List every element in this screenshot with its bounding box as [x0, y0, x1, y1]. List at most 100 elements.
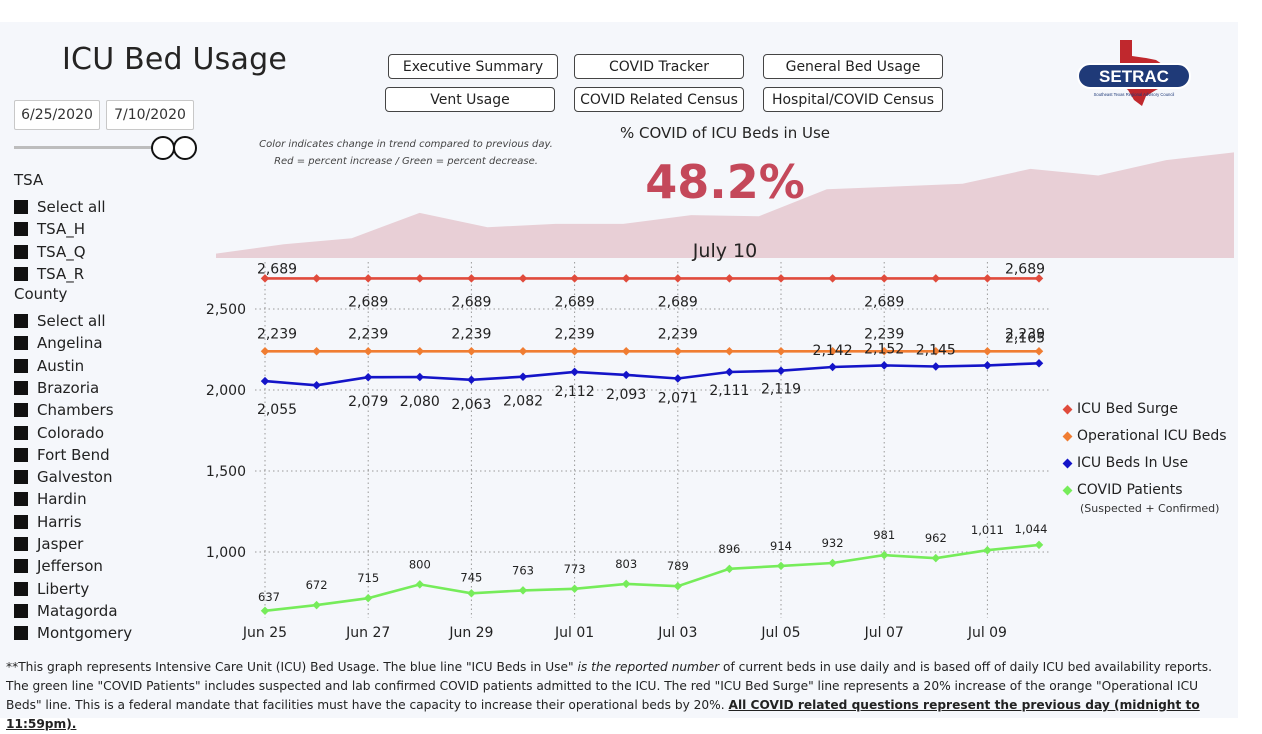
county-option-jasper[interactable]: Jasper: [14, 534, 83, 554]
legend-covid-patients: COVID Patients: [1062, 482, 1183, 498]
data-label-in-use: 2,055: [257, 402, 297, 418]
tsa-option-select-all[interactable]: Select all: [14, 197, 106, 217]
county-option-austin[interactable]: Austin: [14, 356, 84, 376]
checkbox-icon[interactable]: [14, 380, 28, 395]
county-option-matagorda[interactable]: Matagorda: [14, 601, 118, 621]
county-option-hardin[interactable]: Hardin: [14, 489, 87, 509]
county-option-chambers[interactable]: Chambers: [14, 400, 114, 420]
footnote-text-2: of current beds in use daily and is base…: [6, 660, 1213, 712]
checkbox-icon[interactable]: [14, 222, 28, 237]
checkbox-icon[interactable]: [14, 581, 28, 596]
data-point: [776, 347, 786, 356]
nav-vent-usage-button[interactable]: Vent Usage: [385, 87, 555, 112]
data-point: [570, 584, 579, 594]
data-point: [312, 347, 321, 356]
data-label-covid: 1,044: [1015, 522, 1048, 536]
data-point: [725, 347, 734, 356]
tsa-filter-label: TSA: [14, 171, 44, 189]
checkbox-icon[interactable]: [14, 403, 28, 418]
nav-hospital-covid-census-button[interactable]: Hospital/COVID Census: [763, 87, 943, 112]
tsa-option-label: Select all: [37, 198, 106, 216]
county-option-colorado[interactable]: Colorado: [14, 423, 104, 443]
x-tick-label: Jul 03: [657, 625, 697, 641]
data-point: [983, 545, 992, 555]
county-option-jefferson[interactable]: Jefferson: [14, 556, 103, 576]
data-point: [879, 361, 889, 370]
county-option-label: Colorado: [37, 423, 105, 442]
nav-general-bed-usage-button[interactable]: General Bed Usage: [763, 54, 943, 79]
data-label-operational: 2,239: [864, 326, 904, 342]
data-point: [312, 381, 321, 390]
data-point: [828, 362, 837, 372]
data-label-surge: 2,689: [348, 294, 388, 310]
data-label-covid: 914: [770, 539, 792, 553]
county-option-brazoria[interactable]: Brazoria: [14, 378, 99, 398]
data-label-covid: 962: [925, 531, 947, 545]
checkbox-icon[interactable]: [14, 492, 28, 507]
data-label-covid: 763: [512, 563, 534, 577]
footnote-text-1: **This graph represents Intensive Care U…: [6, 660, 578, 674]
data-point: [312, 600, 321, 610]
checkbox-icon[interactable]: [14, 200, 28, 214]
checkbox-icon[interactable]: [14, 559, 28, 574]
checkbox-icon[interactable]: [14, 626, 28, 641]
nav-covid-tracker-button[interactable]: COVID Tracker: [574, 54, 744, 79]
x-tick-label: Jun 27: [345, 625, 390, 641]
checkbox-icon[interactable]: [14, 244, 28, 259]
county-option-label: Fort Bend: [37, 445, 110, 464]
data-point: [673, 274, 683, 283]
checkbox-icon[interactable]: [14, 447, 28, 462]
checkbox-icon[interactable]: [14, 470, 28, 485]
data-label-surge: 2,689: [1005, 261, 1045, 277]
y-tick-label: 1,500: [206, 464, 246, 480]
kpi-date: July 10: [692, 240, 758, 262]
checkbox-icon[interactable]: [14, 425, 28, 440]
county-option-label: Chambers: [37, 401, 114, 420]
data-point: [1034, 359, 1044, 368]
tsa-option-tsa-h[interactable]: TSA_H: [14, 219, 85, 239]
data-point: [570, 367, 579, 377]
checkbox-icon[interactable]: [14, 358, 28, 373]
date-slider-end-handle[interactable]: [173, 136, 197, 160]
county-option-label: Austin: [37, 356, 85, 375]
date-slider-track[interactable]: [14, 146, 174, 149]
county-option-label: Angelina: [37, 334, 103, 353]
data-label-in-use: 2,112: [555, 384, 595, 400]
data-label-covid: 773: [564, 562, 586, 576]
county-option-angelina[interactable]: Angelina: [14, 333, 103, 353]
tsa-option-tsa-q[interactable]: TSA_Q: [14, 242, 86, 262]
date-end-input[interactable]: 7/10/2020: [106, 100, 194, 130]
data-point: [260, 376, 270, 386]
tsa-option-tsa-r[interactable]: TSA_R: [14, 264, 84, 284]
nav-covid-related-census-button[interactable]: COVID Related Census: [574, 87, 744, 112]
county-option-montgomery[interactable]: Montgomery: [14, 623, 132, 643]
checkbox-icon[interactable]: [14, 336, 28, 351]
date-slider-start-handle[interactable]: [151, 136, 175, 160]
county-option-select-all[interactable]: Select all: [14, 311, 106, 331]
date-start-input[interactable]: 6/25/2020: [14, 100, 100, 130]
legend-marker: [1062, 431, 1073, 441]
county-option-harris[interactable]: Harris: [14, 512, 82, 532]
checkbox-icon[interactable]: [14, 514, 28, 529]
nav-executive-summary-button[interactable]: Executive Summary: [388, 54, 558, 79]
data-label-covid: 789: [667, 559, 689, 573]
data-label-covid: 896: [718, 542, 740, 556]
checkbox-icon[interactable]: [14, 314, 28, 328]
legend-covid-subtitle: (Suspected + Confirmed): [1080, 502, 1220, 515]
checkbox-icon[interactable]: [14, 537, 28, 551]
page-title: ICU Bed Usage: [62, 42, 287, 77]
data-point: [879, 550, 889, 560]
footnote-emphasis: is the reported number: [577, 660, 720, 674]
checkbox-icon[interactable]: [14, 266, 28, 281]
y-tick-label: 2,000: [206, 383, 246, 399]
checkbox-icon[interactable]: [14, 603, 28, 618]
data-point: [260, 347, 270, 356]
report-canvas: [0, 22, 1238, 718]
data-point: [725, 564, 734, 574]
county-option-liberty[interactable]: Liberty: [14, 579, 89, 599]
county-option-fort-bend[interactable]: Fort Bend: [14, 445, 110, 465]
data-point: [776, 366, 786, 375]
county-option-galveston[interactable]: Galveston: [14, 467, 112, 487]
data-label-in-use: 2,152: [864, 341, 904, 357]
data-label-covid: 672: [306, 578, 328, 592]
